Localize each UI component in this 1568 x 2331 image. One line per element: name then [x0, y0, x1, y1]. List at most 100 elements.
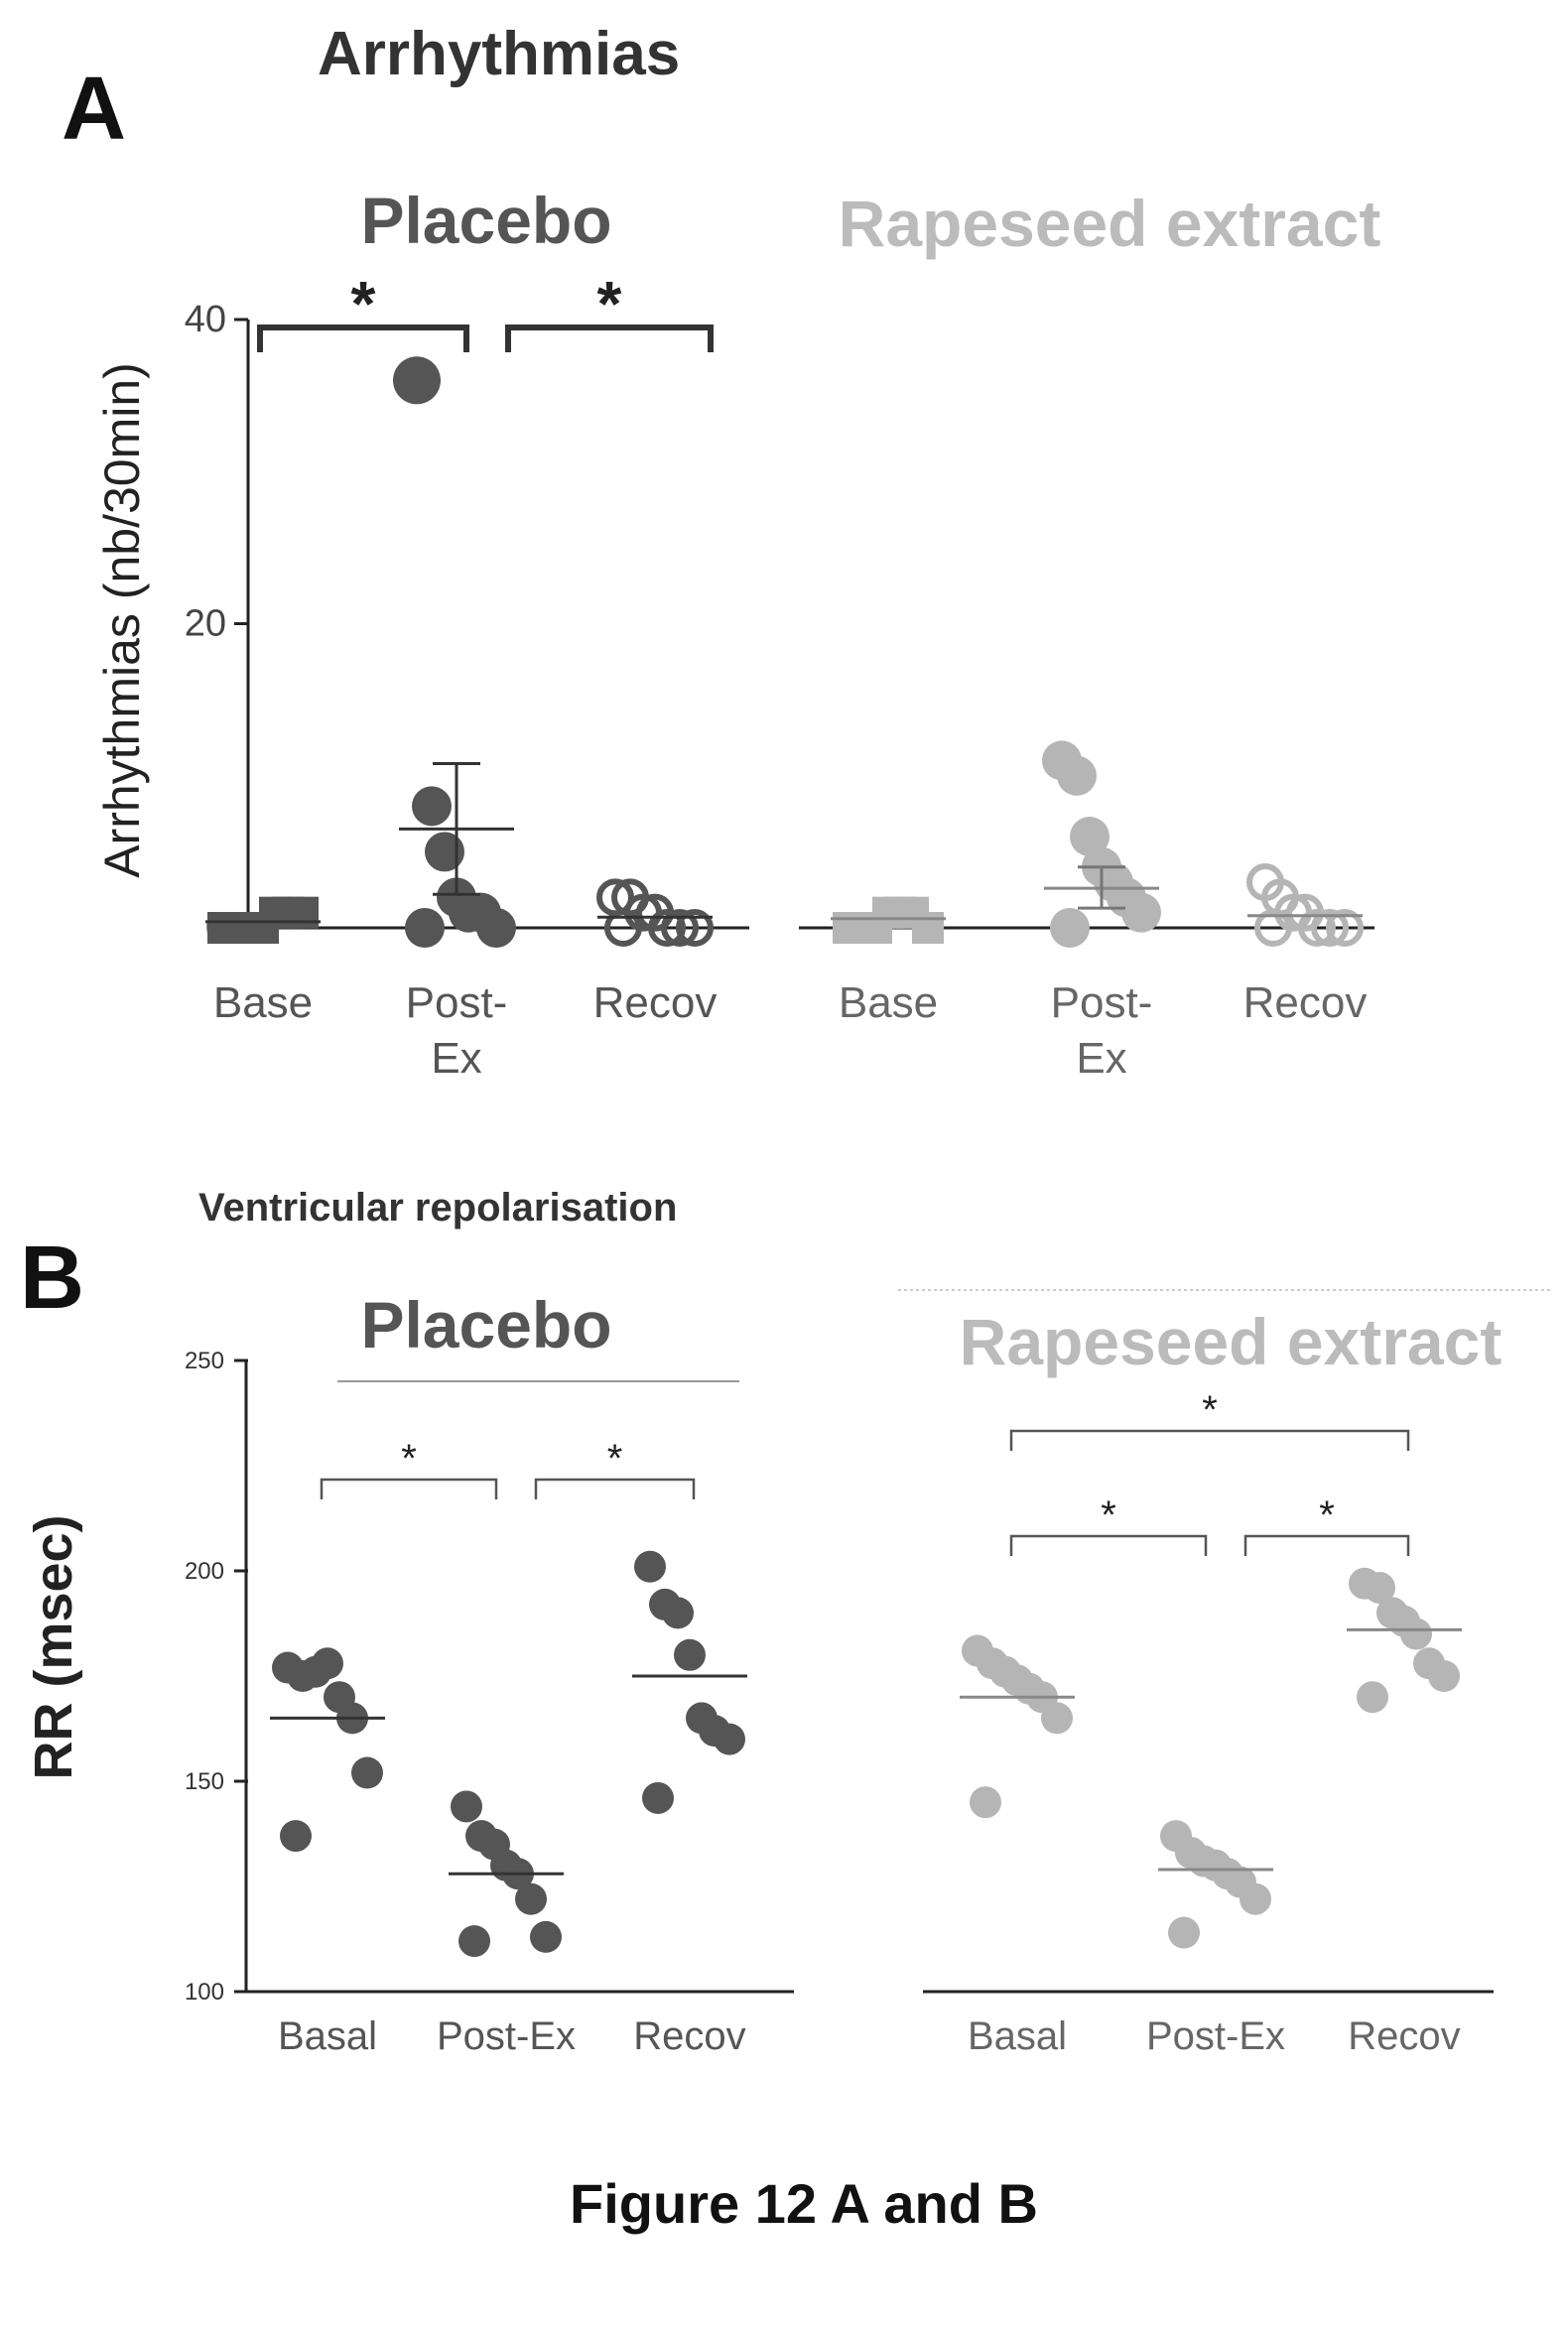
point-g1-s2-5 — [1311, 909, 1349, 947]
figure-caption: Figure 12 A and B — [570, 2172, 1038, 2235]
sig-bracket-g0-0 — [257, 324, 469, 352]
panel-a-title: Arrhythmias — [318, 20, 680, 88]
point-g0-s0-7 — [280, 1820, 312, 1853]
panel-a-x-labels: Base Post- Ex Recov Base Post- Ex Recov — [213, 978, 1368, 1083]
sig-star-g1-1: * — [1319, 1493, 1335, 1537]
point-g1-s2-4 — [1298, 909, 1336, 947]
panel-b-group-rapeseed-title: Rapeseed extract — [960, 1305, 1503, 1378]
panel-b-marks: * * * * * — [270, 1388, 1462, 1958]
x-label-g1-c1: Post- Ex — [1051, 978, 1153, 1083]
panel-b-title: Ventricular repolarisation — [198, 1186, 677, 1230]
y-tick-label-0: 100 — [185, 1979, 224, 2006]
sig-star-g0-0: * — [351, 268, 376, 339]
point-g0-s0-6 — [287, 896, 319, 929]
x-label-line: Ex — [1076, 1034, 1126, 1083]
x-label-line: Post- — [406, 978, 508, 1027]
point-g1-s2-4 — [1400, 1618, 1432, 1650]
sig-bracket-g0-1 — [534, 1478, 696, 1499]
x-label-g0-c1: Post-Ex — [406, 978, 508, 1083]
point-g0-s2-2 — [662, 1597, 694, 1629]
point-g0-s2-3 — [674, 1638, 706, 1671]
sig-bracket-g1-2 — [1009, 1429, 1410, 1451]
sig-bracket-g0-1 — [505, 324, 714, 352]
point-g1-s0-7 — [841, 912, 872, 944]
panel-a-y-axis-label: Arrhythmias (nb/30min) — [94, 362, 150, 878]
panel-a: A Arrhythmias Placebo Rapeseed extract A… — [62, 20, 1380, 1083]
point-g1-s1-7 — [1168, 1916, 1200, 1949]
x-label-line: Recov — [593, 978, 718, 1027]
point-g0-s1-0 — [451, 1790, 482, 1823]
x-label-g0-c0: Base — [213, 978, 313, 1027]
sig-star-g0-0: * — [401, 1437, 417, 1481]
x-label-line: Post-Ex — [1146, 2014, 1285, 2058]
point-g0-s1-7 — [405, 908, 445, 948]
point-g1-s0-6 — [912, 912, 944, 944]
sig-bracket-g0-0 — [320, 1478, 498, 1499]
point-g0-s0-6 — [351, 1756, 383, 1789]
x-label-g1-c0: Basal — [968, 2014, 1067, 2058]
panel-b: B Ventricular repolarisation Placebo Rap… — [20, 1186, 1553, 2058]
point-g1-s2-6 — [1326, 909, 1364, 947]
point-g0-s2-4 — [648, 909, 686, 947]
point-g0-s1-1 — [412, 786, 452, 827]
point-g0-s0-7 — [215, 912, 247, 944]
y-tick-label-2: 40 — [185, 299, 226, 340]
sig-star-g1-0: * — [1101, 1493, 1116, 1537]
point-g0-s1-2 — [425, 832, 464, 872]
panel-b-y-axis-label: RR (msec) — [24, 1514, 83, 1779]
sig-star-g0-1: * — [607, 1437, 623, 1481]
point-g1-s0-7 — [970, 1786, 1001, 1819]
x-label-line: Base — [213, 978, 313, 1027]
x-label-g0-c2: Recov — [593, 978, 718, 1027]
x-label-g0-c2: Recov — [633, 2014, 745, 2058]
x-label-line: Recov — [1348, 2014, 1460, 2058]
point-g1-s1-6 — [1240, 1882, 1271, 1915]
x-label-g1-c1: Post-Ex — [1146, 2014, 1285, 2058]
point-g0-s1-7 — [458, 1925, 490, 1958]
x-label-line: Recov — [633, 2014, 745, 2058]
sig-star-g1-2: * — [1202, 1388, 1218, 1432]
point-g1-s2-1 — [1364, 1571, 1395, 1604]
panel-b-x-labels: Basal Post-Ex Recov Basal Post-Ex Recov — [278, 2014, 1461, 2058]
panel-a-y-ticks: 02040 — [185, 299, 248, 949]
x-label-g0-c1: Post-Ex — [437, 2014, 576, 2058]
x-label-line: Recov — [1243, 978, 1368, 1027]
point-g0-s1-6 — [476, 908, 516, 948]
point-g0-s1-5 — [515, 1882, 547, 1915]
panel-b-label: B — [20, 1229, 84, 1328]
point-g1-s1-2 — [1070, 817, 1110, 857]
point-g1-s0-6 — [1041, 1702, 1073, 1735]
point-g1-s2-7 — [1357, 1681, 1388, 1714]
sig-star-g0-1: * — [597, 268, 622, 339]
y-tick-label-3: 250 — [185, 1348, 224, 1374]
x-label-line: Post-Ex — [437, 2014, 576, 2058]
panel-a-label: A — [62, 60, 126, 159]
point-g1-s2-6 — [1428, 1660, 1460, 1692]
panel-a-marks: * * — [205, 268, 1364, 948]
panel-b-group-placebo-title: Placebo — [360, 1288, 611, 1361]
panel-b-y-ticks: 100 150 200 250 — [185, 1348, 248, 2006]
point-g0-s2-7 — [604, 909, 642, 947]
x-label-g1-c0: Base — [839, 978, 938, 1027]
y-tick-label-1: 150 — [185, 1768, 224, 1795]
sig-bracket-g1-0 — [1009, 1534, 1208, 1556]
sig-bracket-g1-1 — [1243, 1534, 1410, 1556]
x-label-line: Basal — [278, 2014, 377, 2058]
point-g1-s1-1 — [1057, 755, 1097, 796]
y-tick-label-2: 200 — [185, 1558, 224, 1585]
x-label-g1-c2: Recov — [1243, 978, 1368, 1027]
point-g0-s1-6 — [530, 1920, 562, 1953]
panel-a-group-placebo-title: Placebo — [360, 184, 611, 257]
point-g1-s1-7 — [1050, 908, 1090, 948]
point-g0-s2-6 — [714, 1723, 745, 1755]
point-g0-s2-6 — [676, 909, 714, 947]
x-label-g1-c2: Recov — [1348, 2014, 1460, 2058]
point-g1-s2-7 — [1254, 909, 1292, 947]
point-g0-s0-3 — [312, 1647, 343, 1680]
y-tick-label-1: 20 — [185, 603, 226, 645]
x-label-line: Basal — [968, 2014, 1067, 2058]
x-label-line: Post- — [1051, 978, 1153, 1027]
point-g0-s2-5 — [661, 909, 699, 947]
x-label-g0-c0: Basal — [278, 2014, 377, 2058]
